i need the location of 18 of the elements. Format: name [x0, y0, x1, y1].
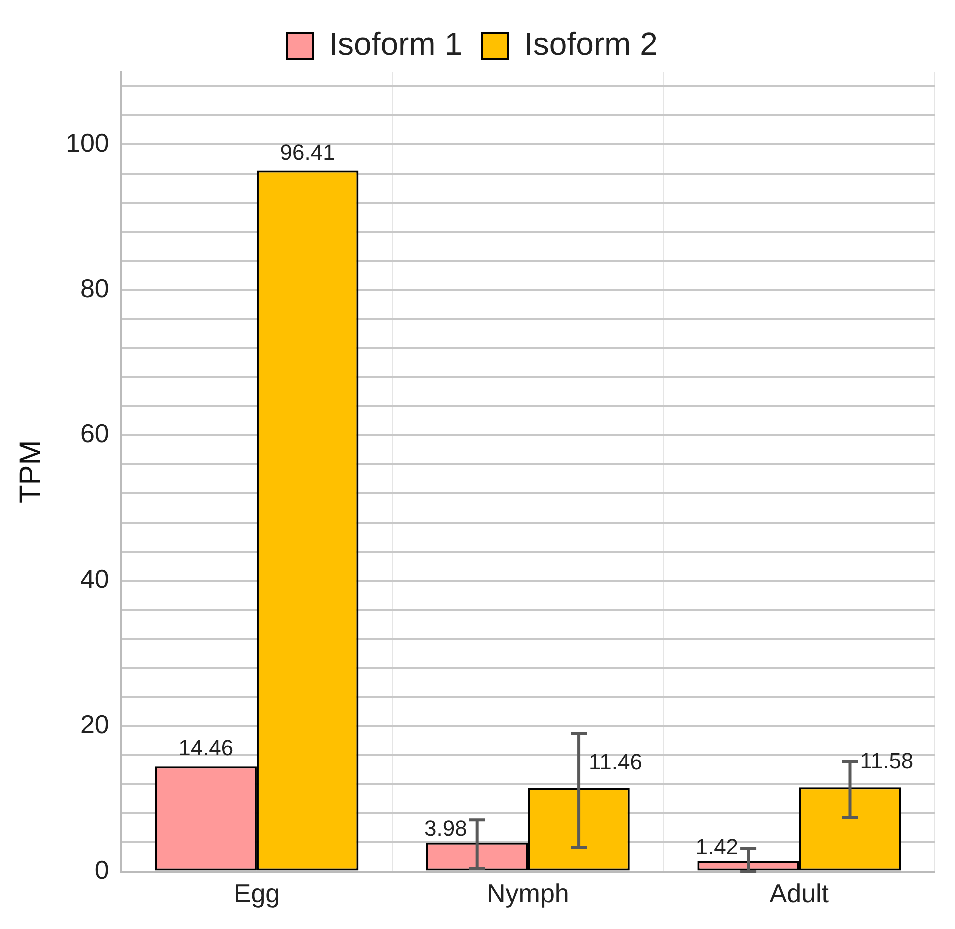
- data-label: 96.41: [280, 140, 336, 165]
- y-tick-label: 40: [80, 564, 110, 594]
- data-label: 14.46: [178, 736, 234, 761]
- legend-label: Isoform 1: [329, 26, 462, 62]
- x-tick-label: Egg: [234, 878, 280, 909]
- y-axis-title: TPM: [14, 440, 48, 504]
- data-label: 11.46: [589, 750, 642, 775]
- x-tick-label: Adult: [770, 878, 830, 909]
- x-tick-label: Nymph: [487, 878, 570, 909]
- y-tick-label: 80: [80, 273, 110, 304]
- y-tick-label: 20: [80, 710, 110, 740]
- data-label: 11.58: [860, 748, 914, 774]
- legend-label: Isoform 2: [524, 26, 658, 62]
- y-tick-label: 0: [94, 854, 110, 885]
- y-tick-label: 60: [80, 418, 110, 449]
- y-tick-label: 100: [66, 128, 110, 158]
- data-label: 3.98: [424, 816, 468, 841]
- data-label: 1.42: [696, 834, 739, 860]
